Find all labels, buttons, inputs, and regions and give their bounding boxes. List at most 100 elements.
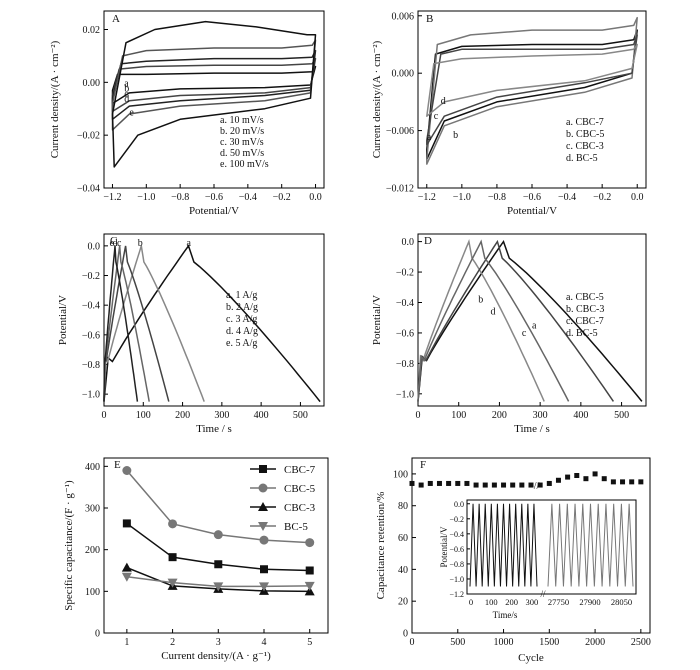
panel-a-xtick-label: −0.4 [239, 192, 257, 203]
panel-f-inset-xtick-label: 200 [505, 597, 518, 607]
panel-d-xtick-label: 100 [451, 410, 466, 421]
panel-d-curve-label: a [532, 320, 537, 331]
panel-e-point [304, 581, 315, 591]
panel-f-panel-tag: F [420, 459, 426, 471]
panel-e-legend-marker [258, 483, 268, 493]
panel-c-legend-entry: b. 2 A/g [226, 302, 258, 313]
panel-f-point [510, 482, 516, 488]
panel-f-inset-ytick-label: −1.2 [449, 590, 464, 599]
panel-d-series-a [417, 239, 643, 402]
panel-d-ytick-label: −0.2 [396, 268, 414, 279]
panel-d-legend-entry: c. CBC-7 [566, 316, 604, 327]
panel-e-point [121, 572, 132, 582]
panel-f-point [464, 480, 470, 486]
panel-d-panel-tag: D [424, 235, 432, 247]
panel-b-xlabel: Potential/V [507, 205, 557, 217]
panel-d-ytick-label: −0.6 [396, 328, 414, 339]
panel-e-ytick-label: 200 [85, 545, 100, 556]
panel-f-inset-ylabel: Potential/V [439, 526, 449, 567]
panel-b-ytick-label: −0.006 [386, 126, 414, 137]
panel-a-legend-entry: b. 20 mV/s [220, 126, 264, 137]
panel-e-point [168, 553, 177, 562]
panel-d-series-b [417, 239, 545, 402]
panel-e-point [122, 519, 131, 528]
panel-d-xtick-label: 200 [492, 410, 507, 421]
panel-d-curve-label: c [522, 328, 527, 339]
panel-a-ytick-label: 0.02 [83, 25, 101, 36]
panel-a-series-c [111, 49, 317, 121]
panel-d-xtick-label: 400 [573, 410, 588, 421]
panel-c-curve-label: b [138, 238, 143, 249]
panel-e-point [213, 530, 223, 540]
panel-f-inset-xtick-label: 100 [485, 597, 498, 607]
panel-b-series-a [426, 29, 638, 161]
panel-b-curve-label: d [441, 96, 446, 107]
panel-a-panel-tag: A [112, 13, 120, 25]
panel-d-series-c [417, 239, 615, 402]
panel-c-curve-label: e [110, 238, 115, 249]
panel-d-curve-label: b [478, 294, 483, 305]
panel-b-xtick-label: −1.0 [453, 192, 471, 203]
panel-e-point [167, 578, 178, 588]
panel-a-ytick-label: 0.00 [83, 78, 101, 89]
panel-c-xtick-label: 0 [102, 410, 107, 421]
panel-c-xtick-label: 200 [175, 410, 190, 421]
panel-c-curve-label: a [187, 238, 192, 249]
panel-b-legend-entry: c. CBC-3 [566, 141, 604, 152]
panel-a-series-a [111, 65, 317, 105]
panel-f-inset-xtick-label: 27900 [579, 597, 600, 607]
panel-f-inset-cycles-start [469, 503, 538, 587]
panel-b-legend-entry: a. CBC-7 [566, 117, 604, 128]
panel-a-xtick-label: −1.0 [137, 192, 155, 203]
panel-c-ylabel: Potential/V [57, 295, 69, 345]
panel-c-plot-frame [103, 233, 325, 407]
panel-c-xtick-label: 500 [293, 410, 308, 421]
panel-f-inset-xtick-label: 28050 [611, 597, 632, 607]
panel-f-inset-ytick-label: −0.4 [449, 530, 464, 539]
panel-f-xtick-label: 1000 [494, 637, 514, 648]
panel-d-curve-label: d [490, 307, 495, 318]
panel-a-curve-label: e [129, 107, 134, 118]
panel-b-ytick-label: 0.000 [392, 69, 415, 80]
panel-a-xtick-label: 0.0 [309, 192, 322, 203]
panel-b-xtick-label: −0.4 [558, 192, 576, 203]
panel-b-series-c [426, 34, 638, 146]
panel-e-ytick-label: 400 [85, 462, 100, 473]
panel-c-series-c [103, 245, 170, 402]
panel-e-ytick-label: 100 [85, 587, 100, 598]
panel-c-xtick-label: 300 [214, 410, 229, 421]
panel-a-xtick-label: −0.8 [171, 192, 189, 203]
panel-f-xtick-label: 2500 [631, 637, 651, 648]
panel-b-ytick-label: −0.012 [386, 184, 414, 195]
panel-a-series-d [111, 39, 317, 131]
panel-f-inset-cycles-end [547, 503, 634, 587]
panel-b-xtick-label: −1.2 [418, 192, 436, 203]
panel-c-legend-entry: a. 1 A/g [226, 290, 257, 301]
panel-f-point [592, 471, 598, 477]
panel-f-point [574, 473, 580, 478]
panel-b-xtick-label: −0.6 [523, 192, 541, 203]
panel-e-ytick-label: 300 [85, 504, 100, 515]
panel-d-ytick-label: −1.0 [396, 389, 414, 400]
panel-a-xtick-label: −0.6 [205, 192, 223, 203]
panel-e-legend-entry: BC-5 [284, 521, 308, 533]
panel-a-xtick-label: −1.2 [103, 192, 121, 203]
panel-e-xtick-label: 5 [307, 637, 312, 648]
panel-a-legend-entry: a. 10 mV/s [220, 115, 264, 126]
panel-b-series-b [426, 16, 638, 165]
panel-e-point [213, 582, 224, 592]
panel-c-xtick-label: 400 [254, 410, 269, 421]
panel-e-point [305, 566, 314, 575]
panel-e-point [305, 538, 315, 548]
panel-f-xtick-label: 500 [450, 637, 465, 648]
panel-f-xtick-label: 0 [410, 637, 415, 648]
panel-b-curve-label: a [427, 132, 432, 143]
panel-e-panel-tag: E [114, 459, 121, 471]
panel-c-ytick-label: 0.0 [88, 241, 101, 252]
panel-f-point [629, 479, 635, 485]
panel-f-point [610, 479, 616, 485]
panel-e-legend-marker [258, 522, 268, 531]
panel-f-inset-ytick-label: −0.8 [449, 560, 464, 569]
panel-b-xtick-label: −0.2 [593, 192, 611, 203]
